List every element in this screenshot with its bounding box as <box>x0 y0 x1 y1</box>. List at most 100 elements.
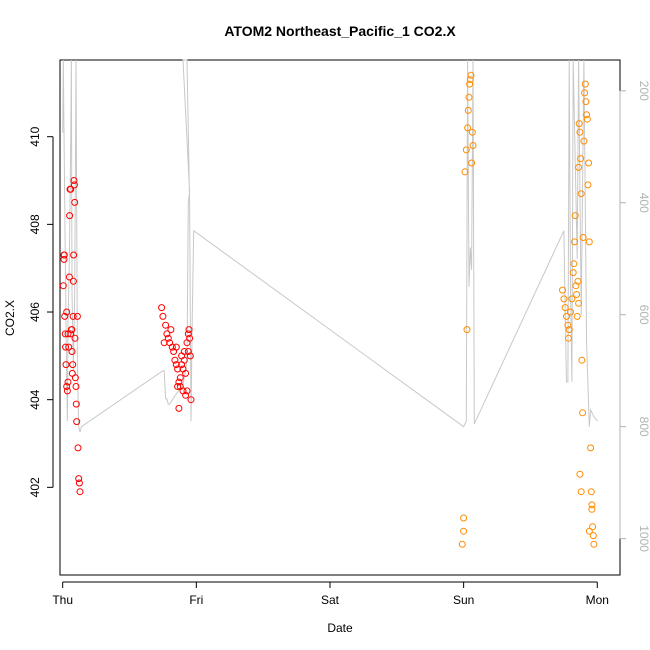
data-point <box>172 343 180 351</box>
data-point <box>580 137 588 145</box>
y-axis-left: 402 404 406 408 410 <box>28 126 54 497</box>
data-point <box>583 115 591 123</box>
data-point <box>569 269 577 277</box>
data-point <box>75 475 83 483</box>
data-point <box>468 159 476 167</box>
data-point <box>582 98 590 106</box>
data-point <box>69 312 77 320</box>
data-point <box>70 251 78 259</box>
data-point <box>160 339 168 347</box>
data-point <box>577 190 585 198</box>
x-tick-label: Thu <box>52 593 73 607</box>
data-point <box>72 383 80 390</box>
data-point <box>68 326 76 334</box>
data-point <box>75 479 83 487</box>
data-point <box>458 540 466 548</box>
data-point <box>71 198 79 206</box>
data-point <box>65 273 73 281</box>
data-point <box>61 312 69 320</box>
data-point <box>163 330 171 338</box>
data-point <box>71 374 79 382</box>
data-point <box>560 295 568 303</box>
data-point <box>464 106 472 114</box>
data-point <box>62 343 70 351</box>
data-point <box>63 308 71 316</box>
data-point <box>468 128 476 136</box>
data-point <box>465 93 473 101</box>
data-point <box>565 326 573 334</box>
data-point <box>588 501 596 509</box>
data-point <box>567 308 574 316</box>
data-point <box>575 120 583 128</box>
y-axis-right: 200 400 600 800 1000 <box>619 81 650 552</box>
data-point <box>60 251 68 259</box>
data-point <box>589 532 597 540</box>
data-point <box>63 383 71 390</box>
data-point <box>73 418 81 426</box>
data-point <box>585 527 593 535</box>
data-point <box>73 312 81 320</box>
data-point <box>573 291 581 298</box>
y-tick-label: 402 <box>28 477 42 497</box>
data-point <box>179 365 187 373</box>
data-point <box>466 80 474 88</box>
data-point <box>175 378 183 386</box>
data-point <box>463 326 471 334</box>
y2-tick-label: 400 <box>637 193 650 213</box>
data-point <box>571 238 579 246</box>
x-axis: Thu Fri Sat Sun Mon <box>52 581 609 607</box>
data-point <box>186 352 194 360</box>
data-point <box>182 391 190 399</box>
data-point <box>176 383 184 390</box>
data-point <box>70 181 78 189</box>
data-point <box>587 444 595 452</box>
data-point <box>180 348 188 355</box>
data-point <box>168 343 176 351</box>
data-point <box>174 365 182 373</box>
data-point <box>587 488 595 496</box>
x-tick-label: Sun <box>453 593 474 607</box>
data-point <box>60 255 68 263</box>
chart-title: ATOM2 Northeast_Pacific_1 CO2.X <box>224 23 456 39</box>
x-tick-label: Fri <box>189 593 203 607</box>
data-point <box>563 312 570 320</box>
grey-line-layer <box>62 59 598 433</box>
data-point <box>583 111 591 119</box>
data-point <box>579 409 587 417</box>
data-point <box>467 71 475 79</box>
plot-frame <box>59 59 621 576</box>
x-axis-label: Date <box>327 621 353 635</box>
data-point <box>559 286 566 294</box>
y-tick-label: 408 <box>28 214 42 234</box>
data-point <box>578 356 586 364</box>
grey-line-series <box>62 59 598 433</box>
data-point <box>171 356 179 364</box>
data-point <box>577 155 585 163</box>
data-point <box>174 383 182 390</box>
x-tick-label: Sat <box>321 593 340 607</box>
data-point <box>584 181 592 189</box>
data-point <box>66 212 74 220</box>
data-point <box>64 378 72 386</box>
y2-tick-label: 600 <box>637 305 650 325</box>
data-point <box>460 514 468 522</box>
data-point <box>172 361 180 369</box>
data-point <box>575 299 583 307</box>
data-point <box>59 282 67 290</box>
y-tick-label: 410 <box>28 126 42 146</box>
data-point <box>590 540 598 548</box>
data-point <box>68 348 76 355</box>
data-point <box>184 330 192 338</box>
data-point <box>63 387 71 395</box>
data-point <box>184 348 192 355</box>
data-point <box>167 326 175 334</box>
data-point <box>577 488 585 496</box>
data-point <box>69 277 77 285</box>
data-point <box>186 334 194 342</box>
y2-tick-label: 1000 <box>637 525 650 552</box>
data-point <box>61 330 69 338</box>
data-point <box>589 523 597 531</box>
data-point <box>585 159 593 167</box>
data-point <box>571 212 579 220</box>
